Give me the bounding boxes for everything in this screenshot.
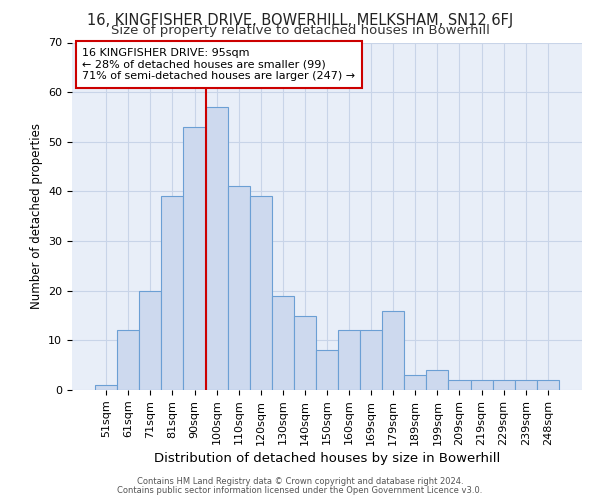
Bar	[294, 316, 316, 390]
Bar	[448, 380, 470, 390]
Text: Size of property relative to detached houses in Bowerhill: Size of property relative to detached ho…	[110, 24, 490, 37]
Bar	[316, 350, 338, 390]
Bar	[250, 196, 272, 390]
Bar	[470, 380, 493, 390]
Bar	[382, 310, 404, 390]
Bar	[161, 196, 184, 390]
Y-axis label: Number of detached properties: Number of detached properties	[29, 123, 43, 309]
Bar	[404, 375, 427, 390]
Bar	[537, 380, 559, 390]
Text: Contains HM Land Registry data © Crown copyright and database right 2024.: Contains HM Land Registry data © Crown c…	[137, 477, 463, 486]
Bar	[139, 290, 161, 390]
Bar	[272, 296, 294, 390]
Text: Contains public sector information licensed under the Open Government Licence v3: Contains public sector information licen…	[118, 486, 482, 495]
Bar	[184, 127, 206, 390]
Bar	[515, 380, 537, 390]
X-axis label: Distribution of detached houses by size in Bowerhill: Distribution of detached houses by size …	[154, 452, 500, 465]
Text: 16, KINGFISHER DRIVE, BOWERHILL, MELKSHAM, SN12 6FJ: 16, KINGFISHER DRIVE, BOWERHILL, MELKSHA…	[87, 12, 513, 28]
Bar	[427, 370, 448, 390]
Bar	[206, 107, 227, 390]
Bar	[117, 330, 139, 390]
Text: 16 KINGFISHER DRIVE: 95sqm
← 28% of detached houses are smaller (99)
71% of semi: 16 KINGFISHER DRIVE: 95sqm ← 28% of deta…	[82, 48, 355, 81]
Bar	[493, 380, 515, 390]
Bar	[338, 330, 360, 390]
Bar	[95, 385, 117, 390]
Bar	[360, 330, 382, 390]
Bar	[227, 186, 250, 390]
